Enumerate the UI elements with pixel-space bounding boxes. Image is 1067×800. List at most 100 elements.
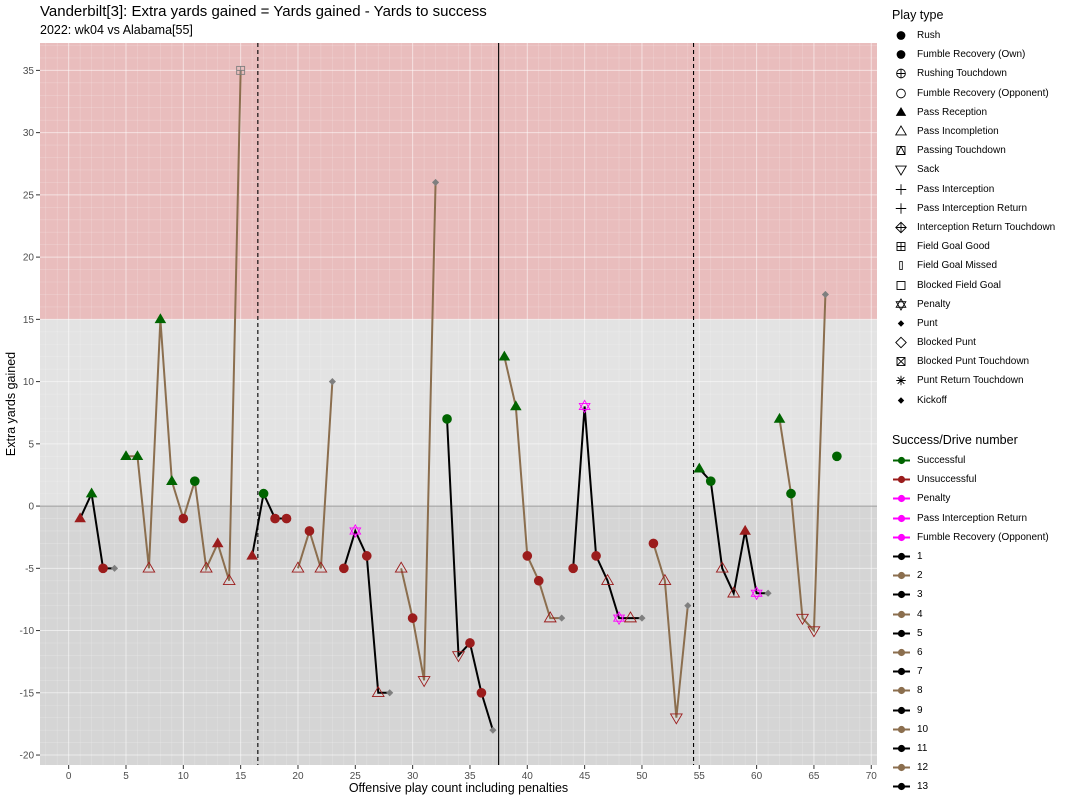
thin-bar-icon [899, 261, 903, 271]
data-point [705, 476, 716, 487]
legend-success-item: Successful [892, 451, 1049, 470]
diamond-filled-small-icon [897, 320, 905, 327]
x-tick-label: 65 [808, 771, 820, 782]
data-point [98, 563, 108, 574]
legend-success-item: 12 [892, 758, 1049, 777]
legend-success-item: 8 [892, 681, 1049, 700]
triangle-filled-icon [895, 106, 907, 116]
legend-success-item: 6 [892, 643, 1049, 662]
plus-icon [895, 183, 907, 195]
legend-play-type-label: Punt Return Touchdown [917, 375, 1024, 387]
legend-play-type-key-icon [892, 46, 912, 63]
legend-success-label: 13 [917, 781, 929, 793]
legend-dot [897, 591, 906, 599]
legend-success-item: Penalty [892, 489, 1049, 508]
data-point [533, 575, 544, 586]
data-point [394, 561, 408, 573]
data-point [371, 685, 385, 698]
data-point [236, 65, 246, 75]
legend-dot [897, 533, 906, 541]
legend-success-item: Pass Interception Return [892, 509, 1049, 528]
data-point [522, 551, 533, 561]
legend-success-key-icon [892, 548, 912, 565]
data-point [246, 549, 258, 560]
legend-dot [897, 476, 906, 484]
legend-success-key-icon [892, 663, 912, 680]
data-point [638, 614, 646, 622]
grid-lines [40, 43, 877, 765]
legend-success-item: 2 [892, 566, 1049, 585]
chart-subtitle: 2022: wk04 vs Alabama[55] [40, 23, 193, 37]
success-threshold-region [40, 43, 877, 320]
legend-success-key-icon [892, 529, 912, 546]
y-tick-label: 30 [23, 128, 35, 139]
y-tick-label: -10 [20, 626, 35, 637]
legend-play-type-key-icon [892, 27, 912, 44]
data-point [684, 602, 692, 610]
legend-play-type-label: Punt [917, 317, 938, 329]
data-point [178, 513, 189, 524]
legend-play-type-item: Punt [892, 314, 1055, 333]
circle-plus-icon [896, 69, 906, 79]
data-point [578, 399, 591, 414]
legend-play-type-item: Punt Return Touchdown [892, 371, 1055, 390]
legend-play-type-label: Blocked Punt [917, 337, 976, 349]
legend-play-type-item: Passing Touchdown [892, 141, 1055, 160]
legend-success-label: Fumble Recovery (Opponent) [917, 531, 1049, 543]
star-of-david-icon [895, 297, 907, 311]
x-tick-label: 20 [292, 771, 304, 782]
legend-success-key-icon [892, 452, 912, 469]
legend-play-type-label: Pass Reception [917, 106, 988, 118]
legend-dot [897, 610, 906, 618]
data-point [489, 726, 497, 734]
data-point [750, 586, 763, 601]
legend-play-type-label: Interception Return Touchdown [917, 221, 1056, 233]
legend-dot [897, 725, 906, 733]
triangle-down-open-icon [894, 166, 908, 177]
legend-play-type-key-icon [892, 296, 912, 313]
data-point [600, 573, 615, 585]
drive-line-6 [400, 182, 437, 681]
legend-play-type-label: Kickoff [917, 394, 947, 406]
legend-play-type-key-icon [892, 123, 912, 140]
plot-area: 0 5 10 15 20 25 30 35 40 45 50 55 60 65 70 -20 -15 -10 -5 0… [4, 43, 877, 795]
data-point [314, 561, 328, 573]
y-axis-label: Extra yards gained [4, 352, 18, 456]
legend-play-type-key-icon [892, 334, 912, 351]
data-point [166, 475, 178, 485]
circle-open-icon [896, 88, 906, 98]
legend-success-item: 3 [892, 585, 1049, 604]
data-point [211, 537, 224, 548]
legend-play-type-key-icon [892, 200, 912, 217]
legend-play-type-label: Pass Interception [917, 183, 995, 195]
data-point [764, 589, 772, 597]
data-point [498, 350, 511, 361]
legend-success-key-icon [892, 721, 912, 738]
x-tick-label: 60 [751, 771, 763, 782]
legend-play-type-key-icon [892, 238, 912, 255]
drive-line-3 [251, 490, 287, 557]
legend-play-type-label: Field Goal Missed [917, 260, 998, 272]
legend-success-label: Unsuccessful [917, 474, 977, 486]
data-point [199, 561, 213, 573]
x-axis-label: Offensive play count including penalties [349, 781, 568, 795]
legend-play-type-key-icon [892, 161, 912, 178]
legend-play-type-item: Penalty [892, 295, 1055, 314]
diamond-open-icon [895, 336, 907, 349]
data-point [543, 611, 557, 623]
legend-success-key-icon [892, 740, 912, 757]
drive-line-8 [503, 356, 562, 620]
legend-dot [897, 763, 906, 772]
legend-success-label: 11 [917, 742, 928, 754]
x-tick-label: 35 [464, 771, 476, 782]
data-point [558, 614, 566, 622]
data-point [465, 638, 475, 648]
legend-success-key-icon [892, 510, 912, 527]
legend-dot [897, 668, 906, 676]
legend-success-label: Successful [917, 455, 966, 467]
legend-success-label: 9 [917, 704, 923, 716]
data-point [361, 551, 372, 561]
data-point [120, 450, 132, 461]
legend-play-type-item: Fumble Recovery (Own) [892, 45, 1055, 64]
data-point [270, 513, 280, 524]
